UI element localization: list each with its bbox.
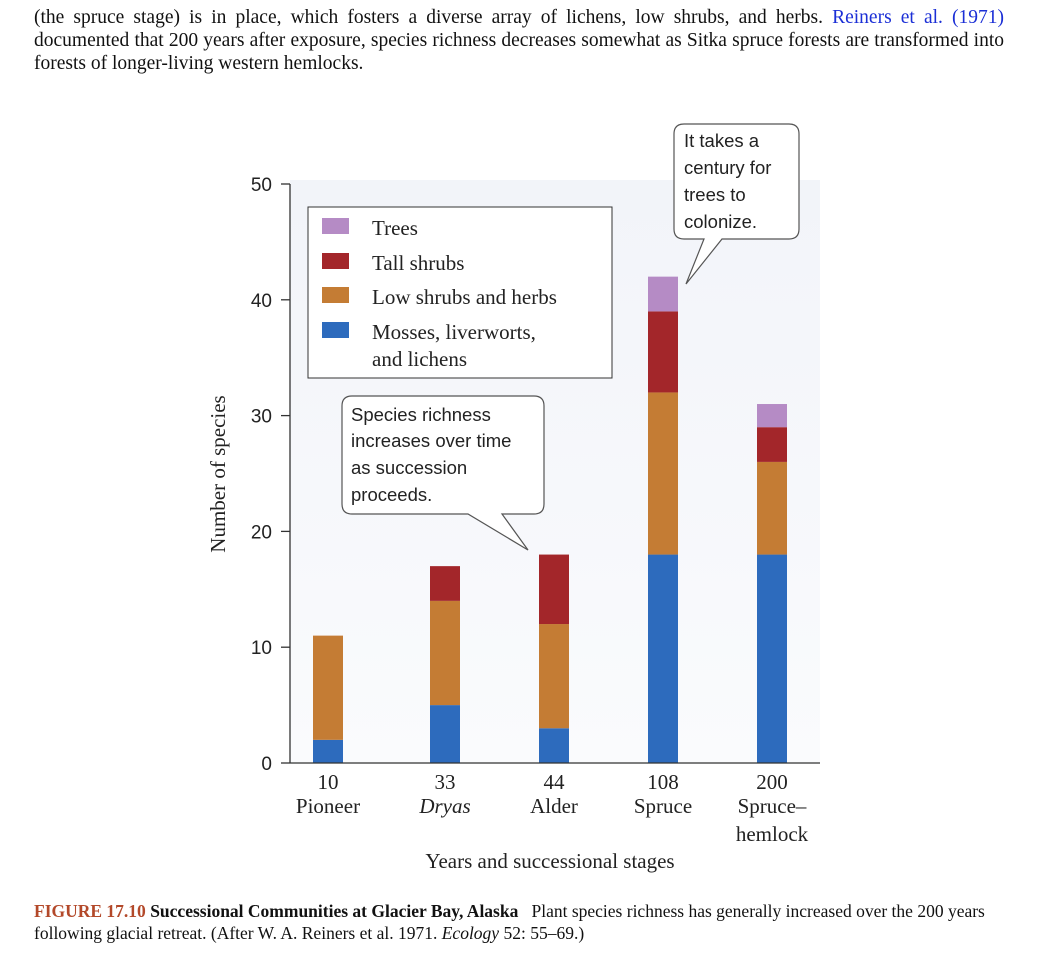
callout-trees-line: century for <box>684 157 771 178</box>
citation-link[interactable]: Reiners et al. (1971) <box>832 7 1004 28</box>
x-tick-stage-200: Spruce– <box>738 794 807 818</box>
legend-label-3: Mosses, liverworts, <box>372 320 536 344</box>
x-tick-year-200: 200 <box>756 770 788 794</box>
y-tick-label: 30 <box>251 407 272 428</box>
bar-segment-44-s0 <box>539 728 569 763</box>
bar-segment-44-s1 <box>539 624 569 729</box>
callout-trees: It takes a century for trees to colonize… <box>673 123 800 285</box>
legend-swatch-1 <box>322 253 349 269</box>
y-tick-label: 40 <box>251 291 272 312</box>
callout-trees-line: colonize. <box>684 211 757 232</box>
x-axis-title: Years and successional stages <box>425 849 674 873</box>
species-richness-chart: 0102030405010Pioneer33Dryas44Alder108Spr… <box>206 123 820 873</box>
y-axis-title: Number of species <box>206 395 230 552</box>
legend-box <box>307 206 613 379</box>
x-tick-year-10: 10 <box>318 770 339 794</box>
legend-label-1: Tall shrubs <box>372 251 464 275</box>
callout-richness-bubble <box>341 395 545 551</box>
legend-label-0: Trees <box>372 216 418 240</box>
legend-swatch-0 <box>322 218 349 234</box>
callout-richness-line: increases over time <box>351 430 511 451</box>
bar-segment-108-s3 <box>648 276 678 312</box>
callout-richness-line: proceeds. <box>351 484 432 505</box>
callout-richness-text: Species richness increases over time as … <box>351 404 517 505</box>
callout-trees-bubble <box>673 123 800 285</box>
figure-caption: FIGURE 17.10 Successional Communities at… <box>34 900 1024 944</box>
bar-segment-108-s2 <box>648 311 678 393</box>
callout-richness-line: Species richness <box>351 404 491 425</box>
intro-paragraph: (the spruce stage) is in place, which fo… <box>34 6 1004 75</box>
y-tick-label: 0 <box>261 754 272 775</box>
caption-ref: 52: 55–69.) <box>503 923 585 943</box>
callout-trees-line: It takes a <box>684 130 760 151</box>
intro-text-before: (the spruce stage) is in place, which fo… <box>34 7 823 28</box>
bar-segment-33-s1 <box>430 600 460 706</box>
y-tick-label: 50 <box>251 175 272 196</box>
bar-segment-10-s1 <box>313 635 343 740</box>
x-tick-stage-44: Alder <box>530 794 578 818</box>
bar-segment-200-s3 <box>757 404 787 428</box>
x-tick-year-33: 33 <box>435 770 456 794</box>
bar-segment-108-s1 <box>648 392 678 555</box>
x-tick-stage-200-line2: hemlock <box>736 822 809 846</box>
bar-segment-33-s0 <box>430 705 460 763</box>
x-tick-stage-108: Spruce <box>634 794 692 818</box>
figure-title: Successional Communities at Glacier Bay,… <box>150 901 519 921</box>
y-tick-label: 10 <box>251 638 272 659</box>
bar-segment-200-s2 <box>757 427 787 462</box>
x-tick-stage-10: Pioneer <box>296 794 360 818</box>
legend: Trees Tall shrubs Low shrubs and herbs Moss… <box>307 206 613 379</box>
legend-swatch-2 <box>322 287 349 303</box>
bar-segment-108-s0 <box>648 554 678 763</box>
y-tick-label: 20 <box>251 522 272 543</box>
legend-label-2: Low shrubs and herbs <box>372 285 557 309</box>
x-tick-year-44: 44 <box>544 770 566 794</box>
callout-trees-text: It takes a century for trees to colonize… <box>684 130 777 232</box>
bar-segment-10-s0 <box>313 739 343 763</box>
bar-segment-44-s2 <box>539 554 569 625</box>
caption-journal: Ecology <box>441 923 500 943</box>
bar-segment-200-s1 <box>757 461 787 555</box>
callout-richness-line: as succession <box>351 457 467 478</box>
caption-body: Plant species richness has generally inc… <box>34 901 985 943</box>
legend-swatch-3 <box>322 322 349 338</box>
legend-label-3: and lichens <box>372 347 467 371</box>
x-tick-year-108: 108 <box>647 770 679 794</box>
bar-segment-200-s0 <box>757 554 787 763</box>
x-tick-stage-33: Dryas <box>418 794 470 818</box>
callout-richness: Species richness increases over time as … <box>341 395 545 551</box>
bar-segment-33-s2 <box>430 566 460 601</box>
intro-text-after: documented that 200 years after exposure… <box>34 30 1004 74</box>
callout-trees-line: trees to <box>684 184 746 205</box>
figure-number: FIGURE 17.10 <box>34 901 146 921</box>
